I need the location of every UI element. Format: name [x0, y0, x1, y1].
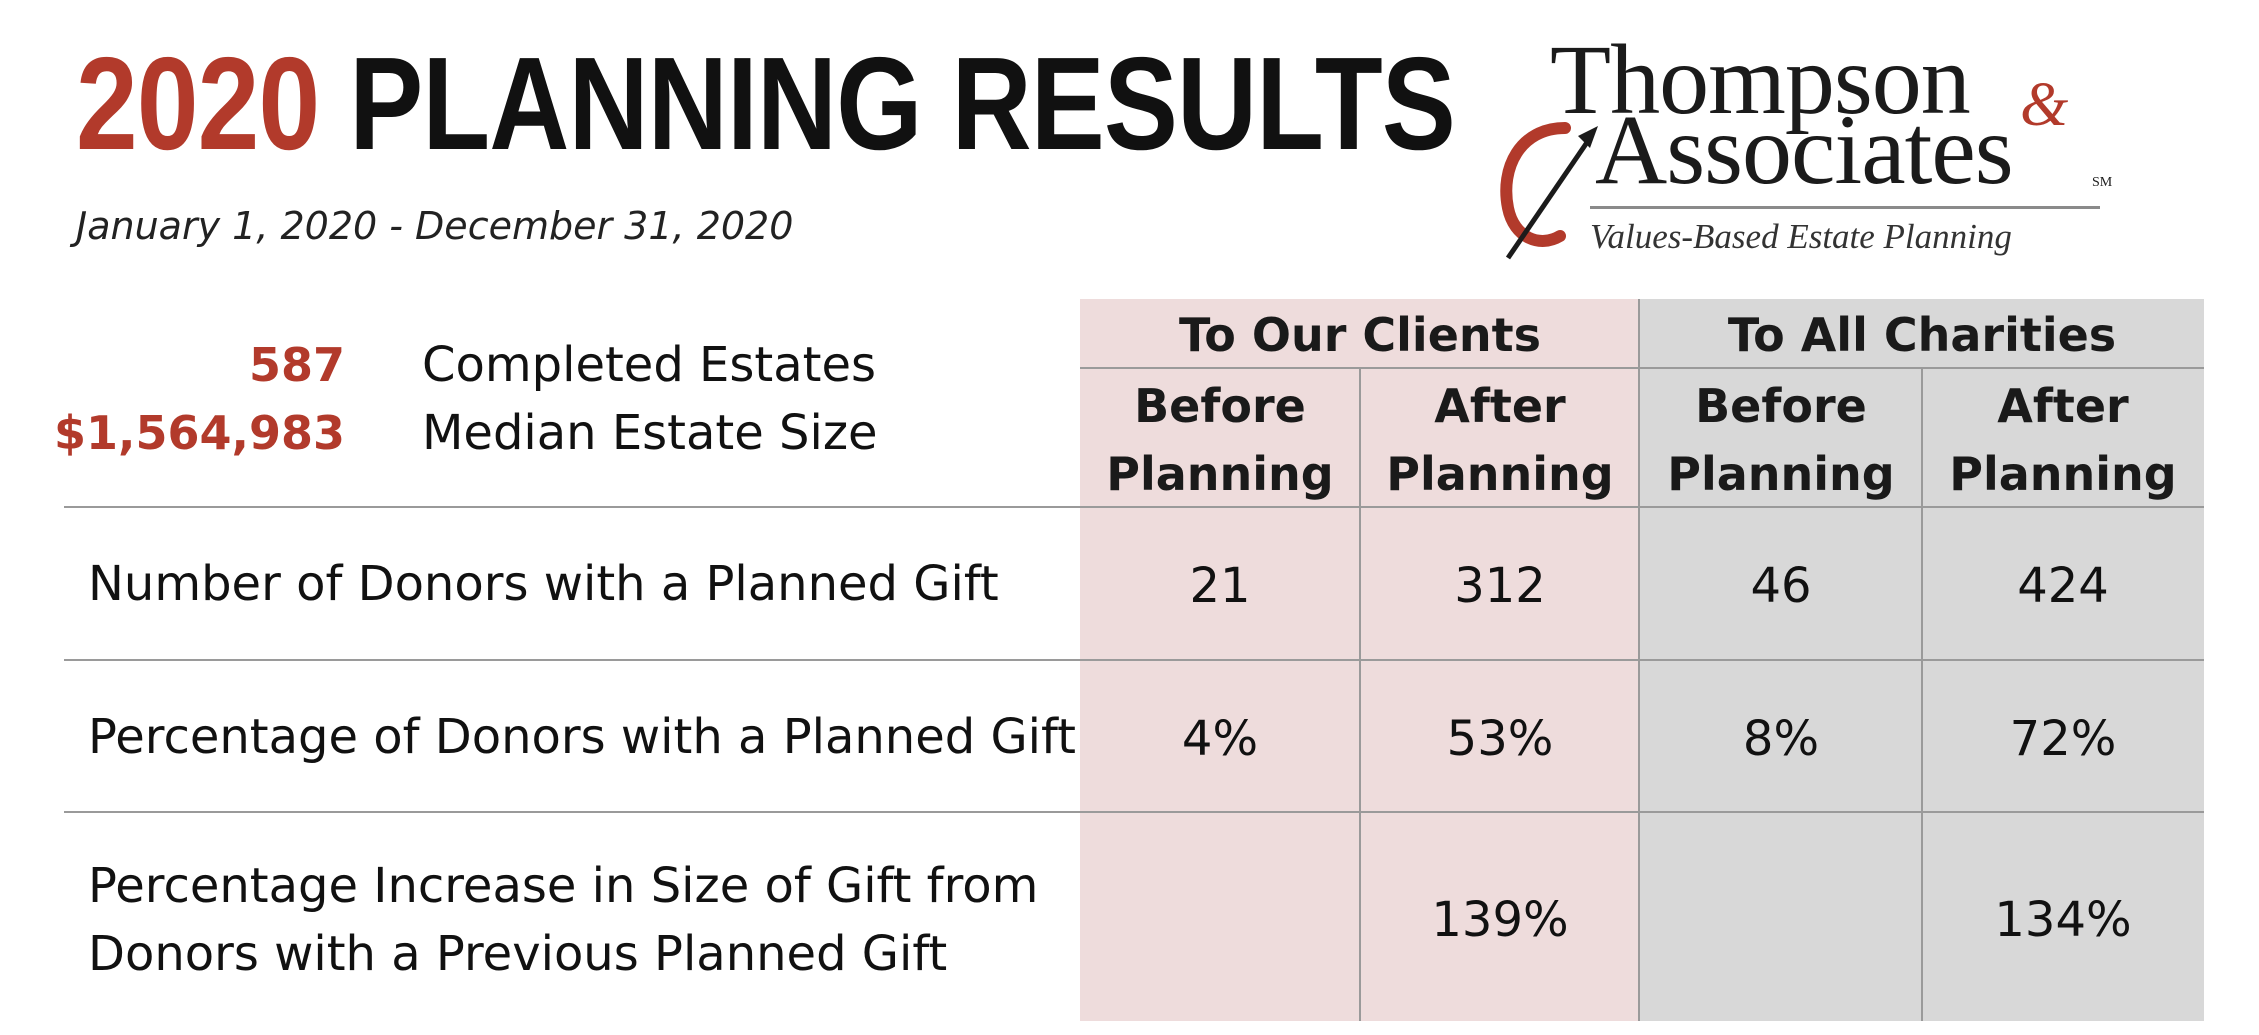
subheader-line: Planning [1386, 447, 1614, 501]
table-cell: 72% [2009, 711, 2117, 767]
subheader-line: Before [1695, 379, 1867, 433]
median-estate-value: $1,564,983 [53, 406, 345, 460]
row-divider [64, 659, 2204, 661]
row-label-gift-increase: Percentage Increase in Size of Gift from… [88, 852, 1038, 988]
row-label-donor-percentage: Percentage of Donors with a Planned Gift [88, 703, 1076, 771]
table-cell: 53% [1446, 711, 1554, 767]
header-divider [1080, 367, 2204, 369]
subheader-line: After [1997, 379, 2129, 433]
page-title: 2020 PLANNING RESULTS [76, 38, 1456, 170]
row-label-donor-count: Number of Donors with a Planned Gift [88, 550, 999, 618]
table-cell: 312 [1454, 558, 1546, 614]
column-divider [1359, 368, 1361, 1021]
table-cell: 134% [1994, 892, 2132, 948]
logo-text-thompson: Thompson [1550, 24, 1971, 135]
company-logo: Thompson & Associates SM Values-Based Es… [1490, 30, 2130, 270]
subheader-line: Planning [1106, 447, 1334, 501]
completed-estates-label: Completed Estates [422, 337, 876, 393]
group-header-charities: To All Charities [1727, 308, 2117, 362]
completed-estates-value: 587 [248, 338, 345, 392]
subheader-clients-after: After Planning [1360, 372, 1640, 508]
row-divider [64, 811, 2204, 813]
logo-service-mark: SM [2092, 175, 2113, 190]
median-estate-label: Median Estate Size [422, 405, 878, 461]
row-label-line: Number of Donors with a Planned Gift [88, 556, 999, 612]
table-cell: 21 [1189, 558, 1251, 614]
column-divider [1921, 368, 1923, 1021]
row-divider [64, 506, 2204, 508]
subheader-clients-before: Before Planning [1080, 372, 1360, 508]
table-cell: 424 [2017, 558, 2109, 614]
table-cell: 139% [1431, 892, 1569, 948]
row-label-line: Percentage of Donors with a Planned Gift [88, 709, 1076, 765]
date-range: January 1, 2020 - December 31, 2020 [76, 204, 794, 248]
logo-arrow-icon [1500, 122, 1598, 260]
subheader-charities-before: Before Planning [1640, 372, 1922, 508]
title-year: 2020 [76, 30, 320, 177]
logo-text-associates: Associates [1595, 94, 2014, 205]
subheader-line: Planning [1667, 447, 1895, 501]
row-label-line: Donors with a Previous Planned Gift [88, 926, 948, 982]
subheader-line: Planning [1949, 447, 2177, 501]
table-cell: 8% [1742, 711, 1820, 767]
logo-ampersand: & [2020, 71, 2069, 139]
subheader-line: Before [1134, 379, 1306, 433]
table-cell: 46 [1750, 558, 1812, 614]
table-cell: 4% [1181, 711, 1259, 767]
logo-tagline: Values-Based Estate Planning [1590, 217, 2012, 256]
logo-divider [1590, 206, 2100, 209]
subheader-line: After [1434, 379, 1566, 433]
subheader-charities-after: After Planning [1922, 372, 2204, 508]
row-label-line: Percentage Increase in Size of Gift from [88, 858, 1039, 914]
group-header-clients: To Our Clients [1178, 308, 1542, 362]
title-text: PLANNING RESULTS [349, 30, 1455, 177]
